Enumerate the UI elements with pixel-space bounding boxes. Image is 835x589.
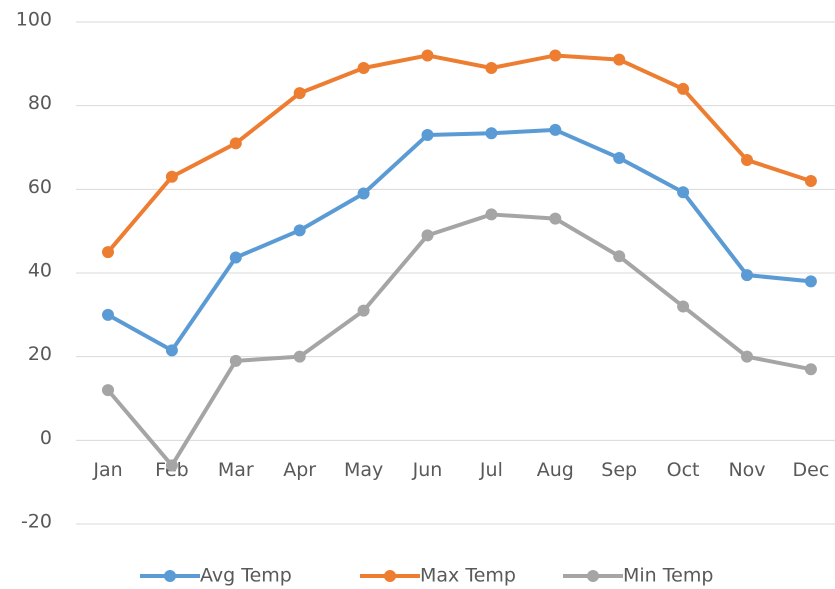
data-point (485, 208, 498, 221)
data-point (229, 251, 242, 264)
data-point (741, 350, 753, 363)
data-point (613, 151, 626, 164)
x-tick-label: Nov (728, 459, 765, 481)
legend-label: Min Temp (623, 565, 713, 587)
data-point (804, 174, 817, 187)
data-point (421, 49, 434, 62)
x-tick-label: Jun (412, 459, 443, 481)
y-tick-label: 100 (16, 9, 52, 31)
data-point (293, 87, 306, 100)
data-point (293, 350, 306, 363)
series-line (106, 53, 813, 255)
data-point (804, 275, 817, 288)
data-point (229, 354, 242, 367)
data-point (485, 62, 498, 75)
x-tick-label: Oct (667, 459, 700, 481)
y-tick-label: 0 (40, 427, 52, 449)
x-tick-label: Apr (283, 459, 316, 481)
data-point (677, 300, 690, 313)
data-point (677, 186, 690, 199)
data-point (229, 137, 242, 150)
data-point (293, 224, 306, 237)
y-tick-label: 60 (28, 176, 52, 198)
data-point (677, 82, 690, 95)
x-tick-label: Aug (537, 459, 574, 481)
y-tick-label: 20 (28, 343, 52, 365)
data-point (421, 128, 434, 141)
legend-marker (164, 570, 176, 582)
x-tick-label: May (344, 459, 383, 481)
data-point (613, 250, 626, 263)
y-tick-label: -20 (21, 511, 52, 533)
data-point (613, 53, 626, 66)
data-point (549, 49, 562, 62)
series-line (106, 212, 813, 468)
data-point (357, 304, 370, 317)
x-tick-label: Sep (601, 459, 637, 481)
data-point (102, 246, 114, 259)
legend-marker (587, 570, 599, 582)
series-line (106, 127, 813, 353)
data-point (357, 187, 370, 200)
data-point (357, 62, 370, 75)
y-tick-label: 80 (28, 92, 52, 114)
data-point (102, 308, 114, 321)
data-point (549, 123, 562, 136)
data-point (804, 363, 817, 376)
data-point (549, 212, 562, 225)
data-point (485, 127, 498, 140)
x-tick-label: Jan (92, 459, 122, 481)
data-point (741, 154, 753, 167)
legend-label: Avg Temp (200, 565, 292, 587)
data-point (165, 459, 178, 472)
data-point (165, 170, 178, 183)
data-point (421, 229, 434, 242)
legend-marker (384, 570, 396, 582)
data-point (741, 269, 753, 282)
data-point (165, 344, 178, 357)
x-tick-label: Jul (479, 459, 503, 481)
legend-label: Max Temp (420, 565, 516, 587)
data-point (102, 384, 114, 397)
x-tick-label: Mar (218, 459, 254, 481)
x-tick-label: Dec (793, 459, 830, 481)
y-tick-label: 40 (28, 260, 52, 282)
